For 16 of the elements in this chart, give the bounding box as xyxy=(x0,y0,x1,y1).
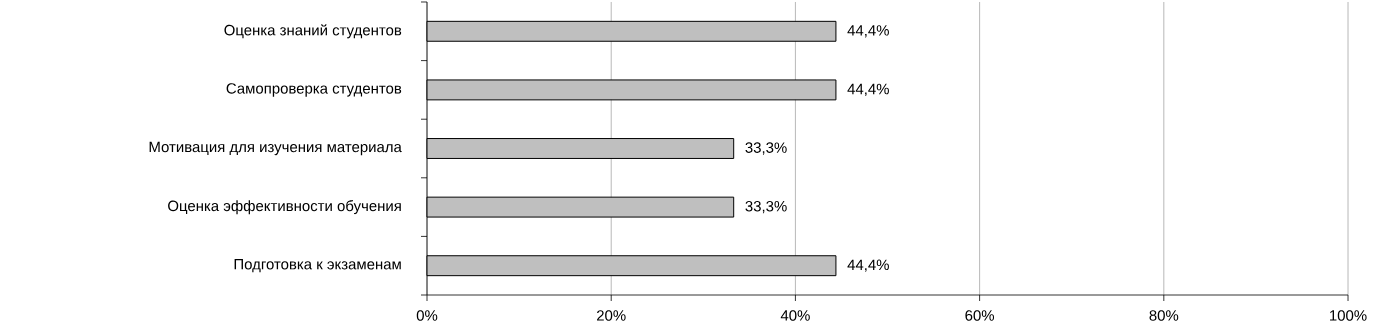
data-label: 44,4% xyxy=(847,25,889,38)
x-tick-label: 100% xyxy=(1330,310,1367,321)
y-tick-label: Оценка знаний студентов xyxy=(224,24,402,39)
data-label: 33,3% xyxy=(745,200,787,214)
y-tick-label: Подготовка к экзаменам xyxy=(234,259,401,273)
y-tick-label: Мотивация для изучения материала xyxy=(149,141,402,156)
x-tick-label: 80% xyxy=(1149,310,1179,321)
y-tick-label: Самопроверка студентов xyxy=(226,83,402,97)
x-tick-label: 0% xyxy=(416,310,438,321)
y-tick-label: Оценка эффективности обучения xyxy=(168,200,401,215)
x-tick-label: 60% xyxy=(965,310,995,321)
data-label: 44,4% xyxy=(847,83,889,97)
x-tick-label: 20% xyxy=(597,310,626,321)
data-label: 44,4% xyxy=(847,259,889,272)
data-label: 33,3% xyxy=(745,142,787,155)
x-tick-label: 40% xyxy=(780,310,810,321)
